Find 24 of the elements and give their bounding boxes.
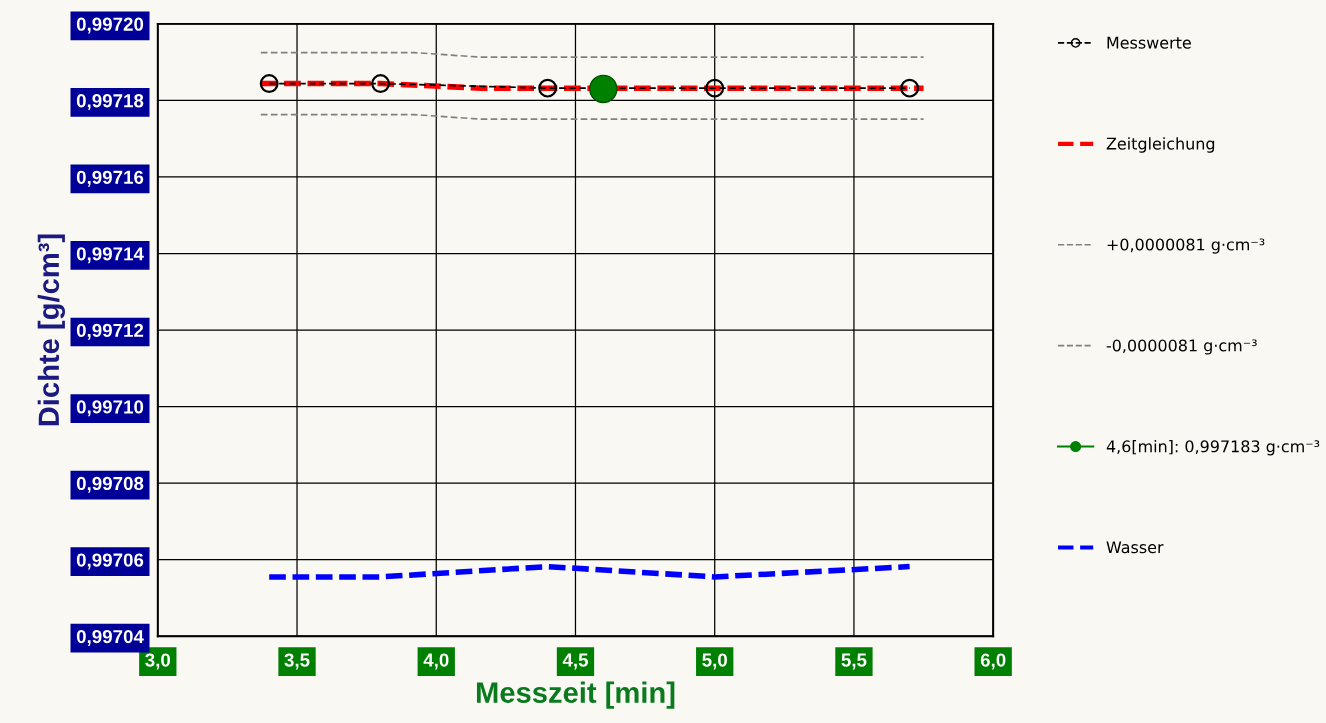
legend-label: +0,0000081 g·cm⁻³ — [1107, 238, 1265, 254]
y-tick-label: 0,99704 — [76, 629, 144, 646]
y-tick-label: 0,99706 — [76, 553, 144, 570]
y-tick-label: 0,99712 — [76, 323, 144, 340]
legend-label: Zeitgleichung — [1106, 137, 1215, 153]
legend-label: -0,0000081 g·cm⁻³ — [1106, 339, 1257, 355]
y-tick-label: 0,99708 — [76, 476, 144, 493]
x-tick-label: 4,0 — [423, 653, 449, 670]
x-tick-label: 6,0 — [980, 653, 1006, 670]
x-tick-label: 4,5 — [562, 653, 588, 670]
x-tick-label: 5,5 — [841, 653, 867, 670]
y-tick-label: 0,99716 — [76, 170, 144, 187]
y-tick-label: 0,99710 — [76, 400, 144, 417]
legend-label: 4,6[min]: 0,997183 g·cm⁻³ — [1106, 440, 1320, 456]
y-tick-label: 0,99714 — [76, 247, 144, 264]
x-tick-label: 3,5 — [284, 653, 310, 670]
x-axis-title: Messzeit [min] — [476, 681, 675, 709]
x-tick-label: 5,0 — [702, 653, 727, 670]
legend-label: Wasser — [1106, 541, 1164, 554]
x-tick-label: 3,0 — [145, 653, 171, 670]
legend-label: Messwerte — [1107, 36, 1191, 49]
y-tick-label: 0,99720 — [76, 17, 144, 34]
y-tick-label: 0,99718 — [76, 94, 144, 111]
y-axis-title: Dichte [g/cm³] — [37, 234, 66, 426]
